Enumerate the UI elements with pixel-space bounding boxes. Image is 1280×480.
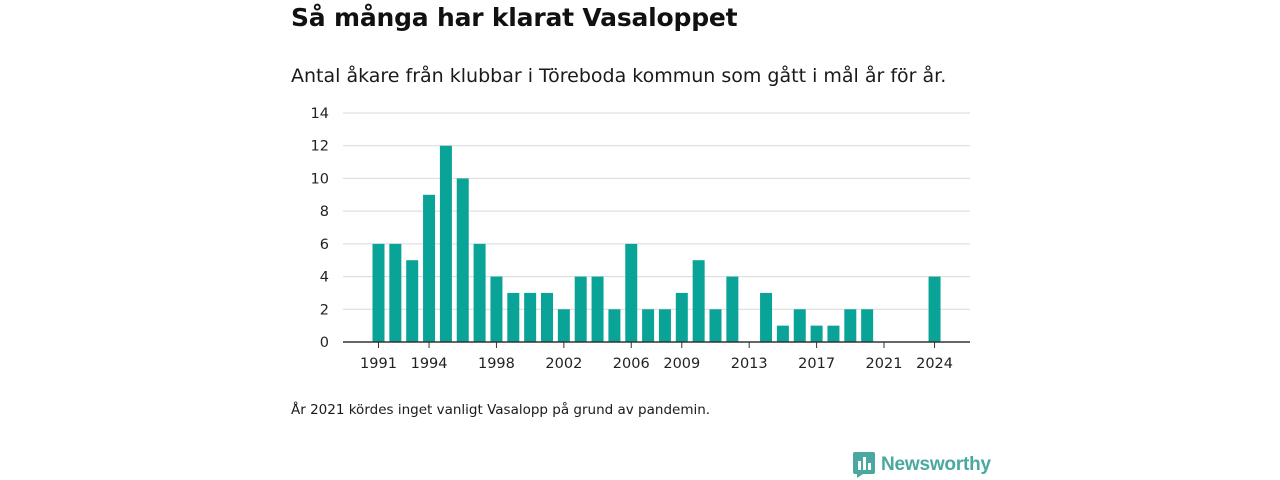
bar <box>557 309 570 342</box>
bar <box>507 292 520 342</box>
y-tick-label: 10 <box>311 171 329 187</box>
bar <box>625 243 638 342</box>
y-tick-label: 14 <box>311 106 329 122</box>
bar <box>608 309 621 342</box>
y-tick-label: 6 <box>320 237 329 253</box>
bar <box>844 309 857 342</box>
bar <box>524 292 537 342</box>
x-tick-label: 2017 <box>798 356 835 372</box>
bar <box>423 194 436 342</box>
newsworthy-logo-icon <box>853 452 875 478</box>
bar <box>675 292 688 342</box>
bar <box>642 309 655 342</box>
x-tick-label: 2002 <box>545 356 582 372</box>
bar <box>793 309 806 342</box>
x-tick-label: 2009 <box>663 356 700 372</box>
y-tick-label: 2 <box>320 302 329 318</box>
bar <box>928 276 941 342</box>
chart-subtitle: Antal åkare från klubbar i Töreboda komm… <box>291 65 947 87</box>
bar <box>827 325 840 342</box>
bar <box>490 276 503 342</box>
bar <box>456 178 469 342</box>
bar <box>709 309 722 342</box>
bar <box>473 243 486 342</box>
bar <box>389 243 402 342</box>
bar <box>541 292 553 342</box>
bar <box>776 325 789 342</box>
y-tick-label: 12 <box>311 139 329 155</box>
y-tick-label: 0 <box>320 335 329 351</box>
bar <box>406 260 419 342</box>
x-tick-label: 1991 <box>360 356 397 372</box>
bar <box>810 325 823 342</box>
logo-text: Newsworthy <box>881 454 991 475</box>
bar <box>760 292 773 342</box>
x-tick-label: 1994 <box>411 356 448 372</box>
newsworthy-logo[interactable]: Newsworthy <box>853 452 991 478</box>
bar <box>726 276 739 342</box>
bar <box>692 260 705 342</box>
bar <box>372 243 385 342</box>
x-tick-label: 2013 <box>731 356 768 372</box>
bar <box>574 276 587 342</box>
x-tick-label: 2006 <box>613 356 650 372</box>
x-tick-label: 1998 <box>478 356 515 372</box>
bar <box>861 309 874 342</box>
bar <box>439 145 452 342</box>
x-tick-label: 2021 <box>866 356 903 372</box>
chart-title: Så många har klarat Vasaloppet <box>291 3 738 32</box>
footnote: År 2021 kördes inget vanligt Vasalopp på… <box>291 402 711 418</box>
bar <box>658 309 671 342</box>
bar <box>591 276 604 342</box>
x-tick-label: 2024 <box>916 356 953 372</box>
y-tick-label: 4 <box>320 270 329 286</box>
y-tick-label: 8 <box>320 204 329 220</box>
